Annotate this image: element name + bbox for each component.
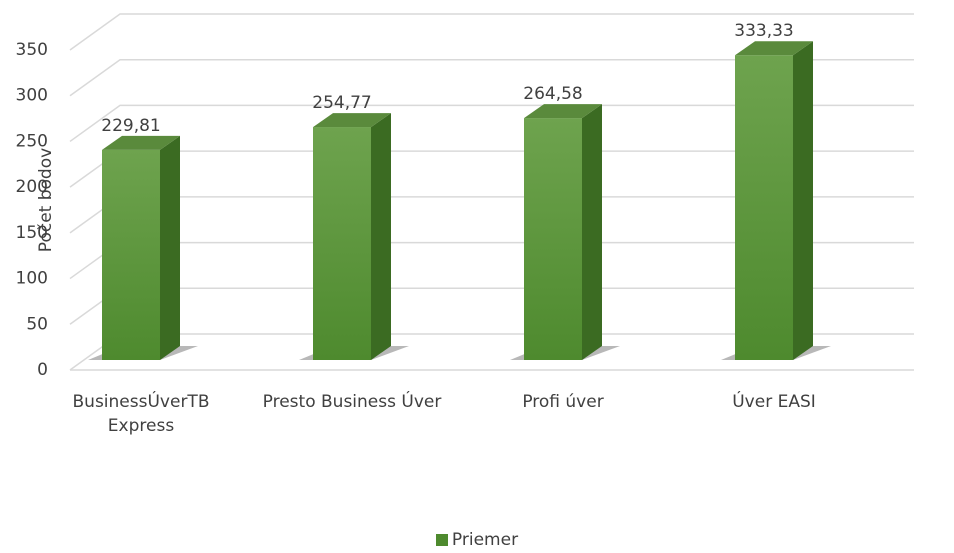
y-tick-label: 50 — [26, 314, 48, 334]
grid-line — [69, 104, 914, 143]
grid-line — [69, 58, 914, 97]
legend-label: Priemer — [451, 530, 519, 550]
y-tick-label: 250 — [16, 131, 48, 151]
bar-side — [160, 135, 180, 360]
x-tick-label: BusinessÚverTB Express — [72, 392, 210, 436]
y-tick-label: 0 — [37, 360, 48, 380]
legend: Priemer — [0, 530, 954, 550]
bar-top — [524, 104, 602, 119]
bar — [313, 127, 371, 360]
value-label: 333,33 — [734, 21, 793, 41]
bar — [735, 55, 793, 360]
y-tick-label: 350 — [16, 40, 48, 60]
bar-side — [793, 41, 813, 360]
bar-top — [102, 135, 180, 150]
bar-top — [313, 113, 391, 128]
y-tick-label: 200 — [16, 177, 48, 197]
bar-top — [735, 41, 813, 56]
x-tick-label: Profi úver — [522, 392, 604, 412]
value-label: 264,58 — [523, 84, 582, 104]
y-tick-label: 100 — [16, 269, 48, 289]
bar — [524, 118, 582, 360]
value-label: 229,81 — [101, 116, 160, 136]
x-tick-label: Presto Business Úver — [262, 392, 442, 412]
bar-side — [371, 113, 391, 360]
bar-side — [582, 104, 602, 360]
value-label: 254,77 — [312, 93, 371, 113]
grid-line — [69, 13, 914, 51]
y-tick-label: 150 — [16, 223, 48, 243]
y-axis-title: Počet bodov — [36, 148, 56, 252]
bar — [102, 149, 160, 360]
x-tick-label: Úver EASI — [732, 392, 816, 412]
legend-swatch — [435, 534, 448, 546]
y-tick-label: 300 — [16, 86, 48, 106]
